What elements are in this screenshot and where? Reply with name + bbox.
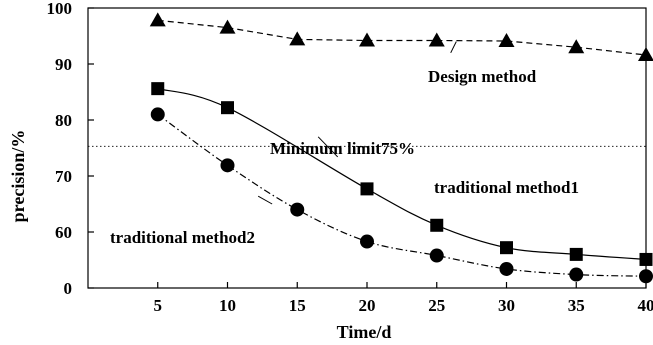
annotation-traditional-method2: traditional method2 (110, 228, 255, 247)
axis-ticks: 5 10 15 20 25 30 35 40 0 60 70 80 90 100 (47, 0, 653, 315)
data-point-circle (569, 267, 584, 282)
y-tick-label: 60 (55, 223, 72, 242)
y-tick-label: 100 (47, 0, 73, 18)
data-point-triangle (428, 32, 445, 47)
annotation-traditional-method1: traditional method1 (434, 178, 579, 197)
y-tick-label: 90 (55, 55, 72, 74)
data-point-triangle (498, 33, 515, 48)
data-point-square (151, 82, 165, 96)
x-tick-label: 20 (359, 296, 376, 315)
leader-traditional-method1 (317, 136, 339, 158)
data-point-square (221, 101, 234, 115)
annotation-design-method: Design method (428, 67, 537, 86)
series-markers (149, 12, 653, 284)
x-tick-label: 25 (428, 296, 445, 315)
data-point-circle (360, 234, 374, 249)
leader-traditional-method2 (257, 195, 273, 205)
data-point-square (430, 218, 444, 232)
data-point-circle (150, 107, 165, 122)
data-point-circle (499, 261, 514, 276)
annotation-minimum-limit: Minimum limit75% (270, 139, 415, 158)
series-line-1 (157, 19, 647, 56)
data-point-triangle (638, 47, 653, 62)
data-point-circle (429, 248, 444, 263)
x-tick-label: 15 (289, 296, 306, 315)
y-tick-label: 80 (55, 111, 72, 130)
y-axis-title: precision/% (8, 130, 28, 223)
x-tick-label: 5 (154, 296, 163, 315)
annotation-leader-lines (257, 41, 457, 205)
data-point-triangle (289, 31, 306, 46)
data-point-circle (639, 269, 653, 284)
x-tick-label: 10 (219, 296, 236, 315)
x-tick-label: 30 (498, 296, 515, 315)
data-point-square (500, 241, 513, 255)
data-point-triangle (149, 12, 166, 27)
data-point-triangle (568, 39, 585, 54)
data-point-triangle (219, 19, 236, 34)
y-tick-label: 70 (55, 167, 72, 186)
x-axis-title: Time/d (337, 322, 392, 342)
x-tick-label: 40 (638, 296, 653, 315)
x-tick-label: 35 (568, 296, 585, 315)
data-point-square (569, 247, 583, 261)
data-point-triangle (359, 32, 375, 47)
data-point-circle (220, 158, 235, 173)
data-point-square (639, 252, 653, 266)
data-point-circle (290, 202, 305, 217)
data-point-square (360, 182, 374, 196)
y-tick-label: 0 (64, 279, 73, 298)
leader-design-method (450, 41, 457, 54)
